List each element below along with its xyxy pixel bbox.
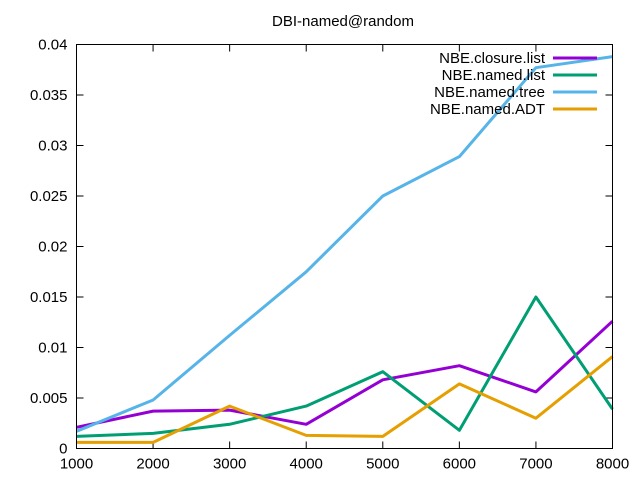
y-tick-label: 0.01: [38, 340, 67, 357]
series-line-0: [76, 320, 614, 429]
series-line-3: [76, 355, 614, 444]
x-tick-label: 4000: [290, 456, 323, 473]
y-tick-label: 0: [59, 441, 67, 458]
y-axis: 0 0.005 0.01 0.015 0.02 0.025 0.03 0.035 0.04: [30, 37, 613, 458]
plot-frame: [76, 44, 613, 449]
x-tick-label: 6000: [443, 456, 476, 473]
legend-label: NBE.named.list: [442, 67, 546, 84]
series-line-2: [75, 55, 613, 433]
x-tick-label: 8000: [596, 456, 629, 473]
x-tick-label: 1000: [60, 456, 93, 473]
legend: NBE.closure.listNBE.named.listNBE.named.…: [430, 50, 597, 118]
legend-label: NBE.named.ADT: [430, 101, 545, 118]
y-tick-label: 0.035: [30, 87, 68, 104]
series-lines: [75, 55, 614, 444]
chart-title: DBI-named@random: [272, 13, 414, 30]
x-tick-label: 2000: [136, 456, 169, 473]
x-axis: 1000 2000 3000 4000 5000 6000 7000 8000: [60, 44, 629, 473]
y-tick-label: 0.02: [38, 239, 67, 256]
x-tick-label: 7000: [519, 456, 552, 473]
x-tick-label: 3000: [213, 456, 246, 473]
y-tick-label: 0.015: [30, 289, 68, 306]
legend-label: NBE.named.tree: [434, 84, 545, 101]
series-line-1: [76, 295, 614, 438]
legend-label: NBE.closure.list: [439, 50, 546, 67]
y-tick-label: 0.04: [38, 37, 67, 54]
y-tick-label: 0.005: [30, 390, 68, 407]
x-tick-label: 5000: [366, 456, 399, 473]
y-tick-label: 0.03: [38, 138, 67, 155]
y-tick-label: 0.025: [30, 188, 68, 205]
